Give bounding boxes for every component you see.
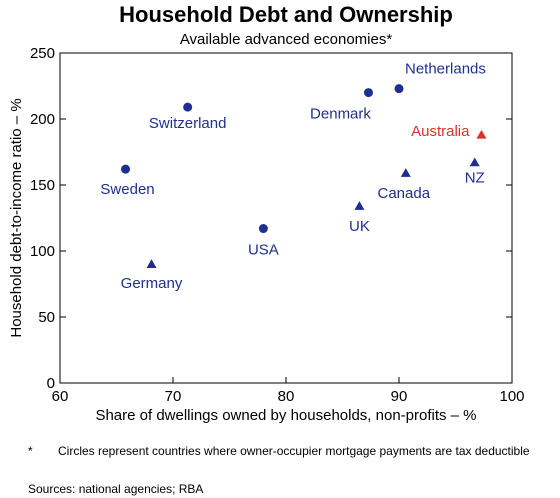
label-nz: NZ [465,170,485,187]
y-axis-title: Household debt-to-income ratio – % [8,98,25,337]
point-canada [400,168,411,177]
label-netherlands: Netherlands [405,61,486,78]
y-tick-label: 100 [30,243,55,260]
footnote-text: Circles represent countries where owner-… [58,444,530,458]
x-tick-label: 80 [278,388,295,405]
data-point-labels: Netherlands Denmark Switzerland Australia NZ… [100,61,485,293]
point-germany [146,259,157,268]
point-netherlands [394,84,404,94]
point-australia [476,129,487,139]
sources-note: Sources: national agencies; RBA [28,482,204,496]
label-switzerland: Switzerland [149,115,227,132]
x-axis-title: Share of dwellings owned by households, … [95,407,476,424]
y-tick-label: 250 [30,45,55,62]
label-germany: Germany [121,275,183,292]
point-usa [258,224,268,234]
label-usa: USA [248,242,279,259]
scatter-chart: Household Debt and Ownership Available a… [8,2,525,424]
y-tick-label: 50 [38,309,55,326]
x-tick-label: 90 [391,388,408,405]
label-denmark: Denmark [310,106,371,123]
point-nz [469,157,480,167]
footnote: * Circles represent countries where owne… [28,444,538,459]
point-denmark [363,88,373,98]
point-uk [354,201,365,210]
y-axis: 0 50 100 150 200 250 [30,45,512,392]
label-australia: Australia [411,123,470,140]
x-tick-label: 100 [499,388,524,405]
y-tick-label: 150 [30,177,55,194]
x-axis: 60 70 80 90 100 [52,377,525,405]
y-tick-label: 0 [47,375,55,392]
chart-title: Household Debt and Ownership [119,2,453,27]
plot-frame [59,52,513,384]
footnote-symbol: * [28,444,33,458]
y-tick-label: 200 [30,111,55,128]
x-tick-label: 70 [165,388,182,405]
point-sweden [121,164,131,174]
label-uk: UK [349,218,370,235]
label-sweden: Sweden [100,181,154,198]
label-canada: Canada [378,185,431,202]
point-switzerland [183,102,193,112]
chart-subtitle: Available advanced economies* [180,31,393,48]
data-points [121,84,487,268]
x-tick-label: 60 [52,388,69,405]
